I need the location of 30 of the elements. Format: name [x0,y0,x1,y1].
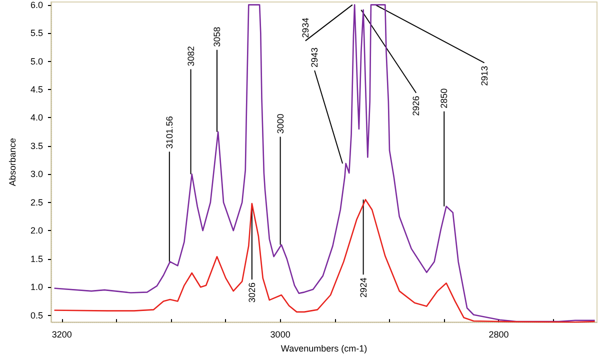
annotation: 2926 [411,96,422,116]
y-tick-label: 2.5 [30,197,43,208]
y-tick-label: 5.5 [30,28,43,38]
annotation: 2924 [358,278,368,298]
y-tick-label: 4.5 [30,84,43,95]
y-tick-label: 1.5 [30,254,43,264]
y-tick-label: 5.0 [30,56,43,66]
y-tick-label: 0.5 [30,310,43,320]
annotation: 2943 [310,47,320,68]
x-axis-title: Wavenumbers (cm-1) [280,344,368,354]
y-tick-label: 3.5 [30,140,43,151]
annotation: 3082 [186,46,196,66]
annotation: 2850 [439,88,450,108]
y-axis-title: Absorbance [8,138,18,186]
annotation: 2934 [300,18,310,38]
annotation: 2913 [479,66,490,86]
annotation: 3000 [275,114,286,134]
x-tick-label: 2800 [488,330,509,340]
x-tick-label: 3200 [52,330,72,340]
annotation: 3026 [246,282,257,303]
y-tick-label: 3.0 [30,169,43,180]
y-tick-label: 4.0 [30,112,43,123]
y-tick-label: 2.0 [30,226,43,236]
line-series [54,198,596,323]
x-tick-label: 3000 [270,330,290,340]
annotation: 3058 [212,26,222,47]
y-tick-label: 6.0 [30,0,43,10]
line-series [54,4,596,322]
y-tick-label: 1.0 [30,282,43,292]
annotation: 3101.56 [164,116,174,149]
